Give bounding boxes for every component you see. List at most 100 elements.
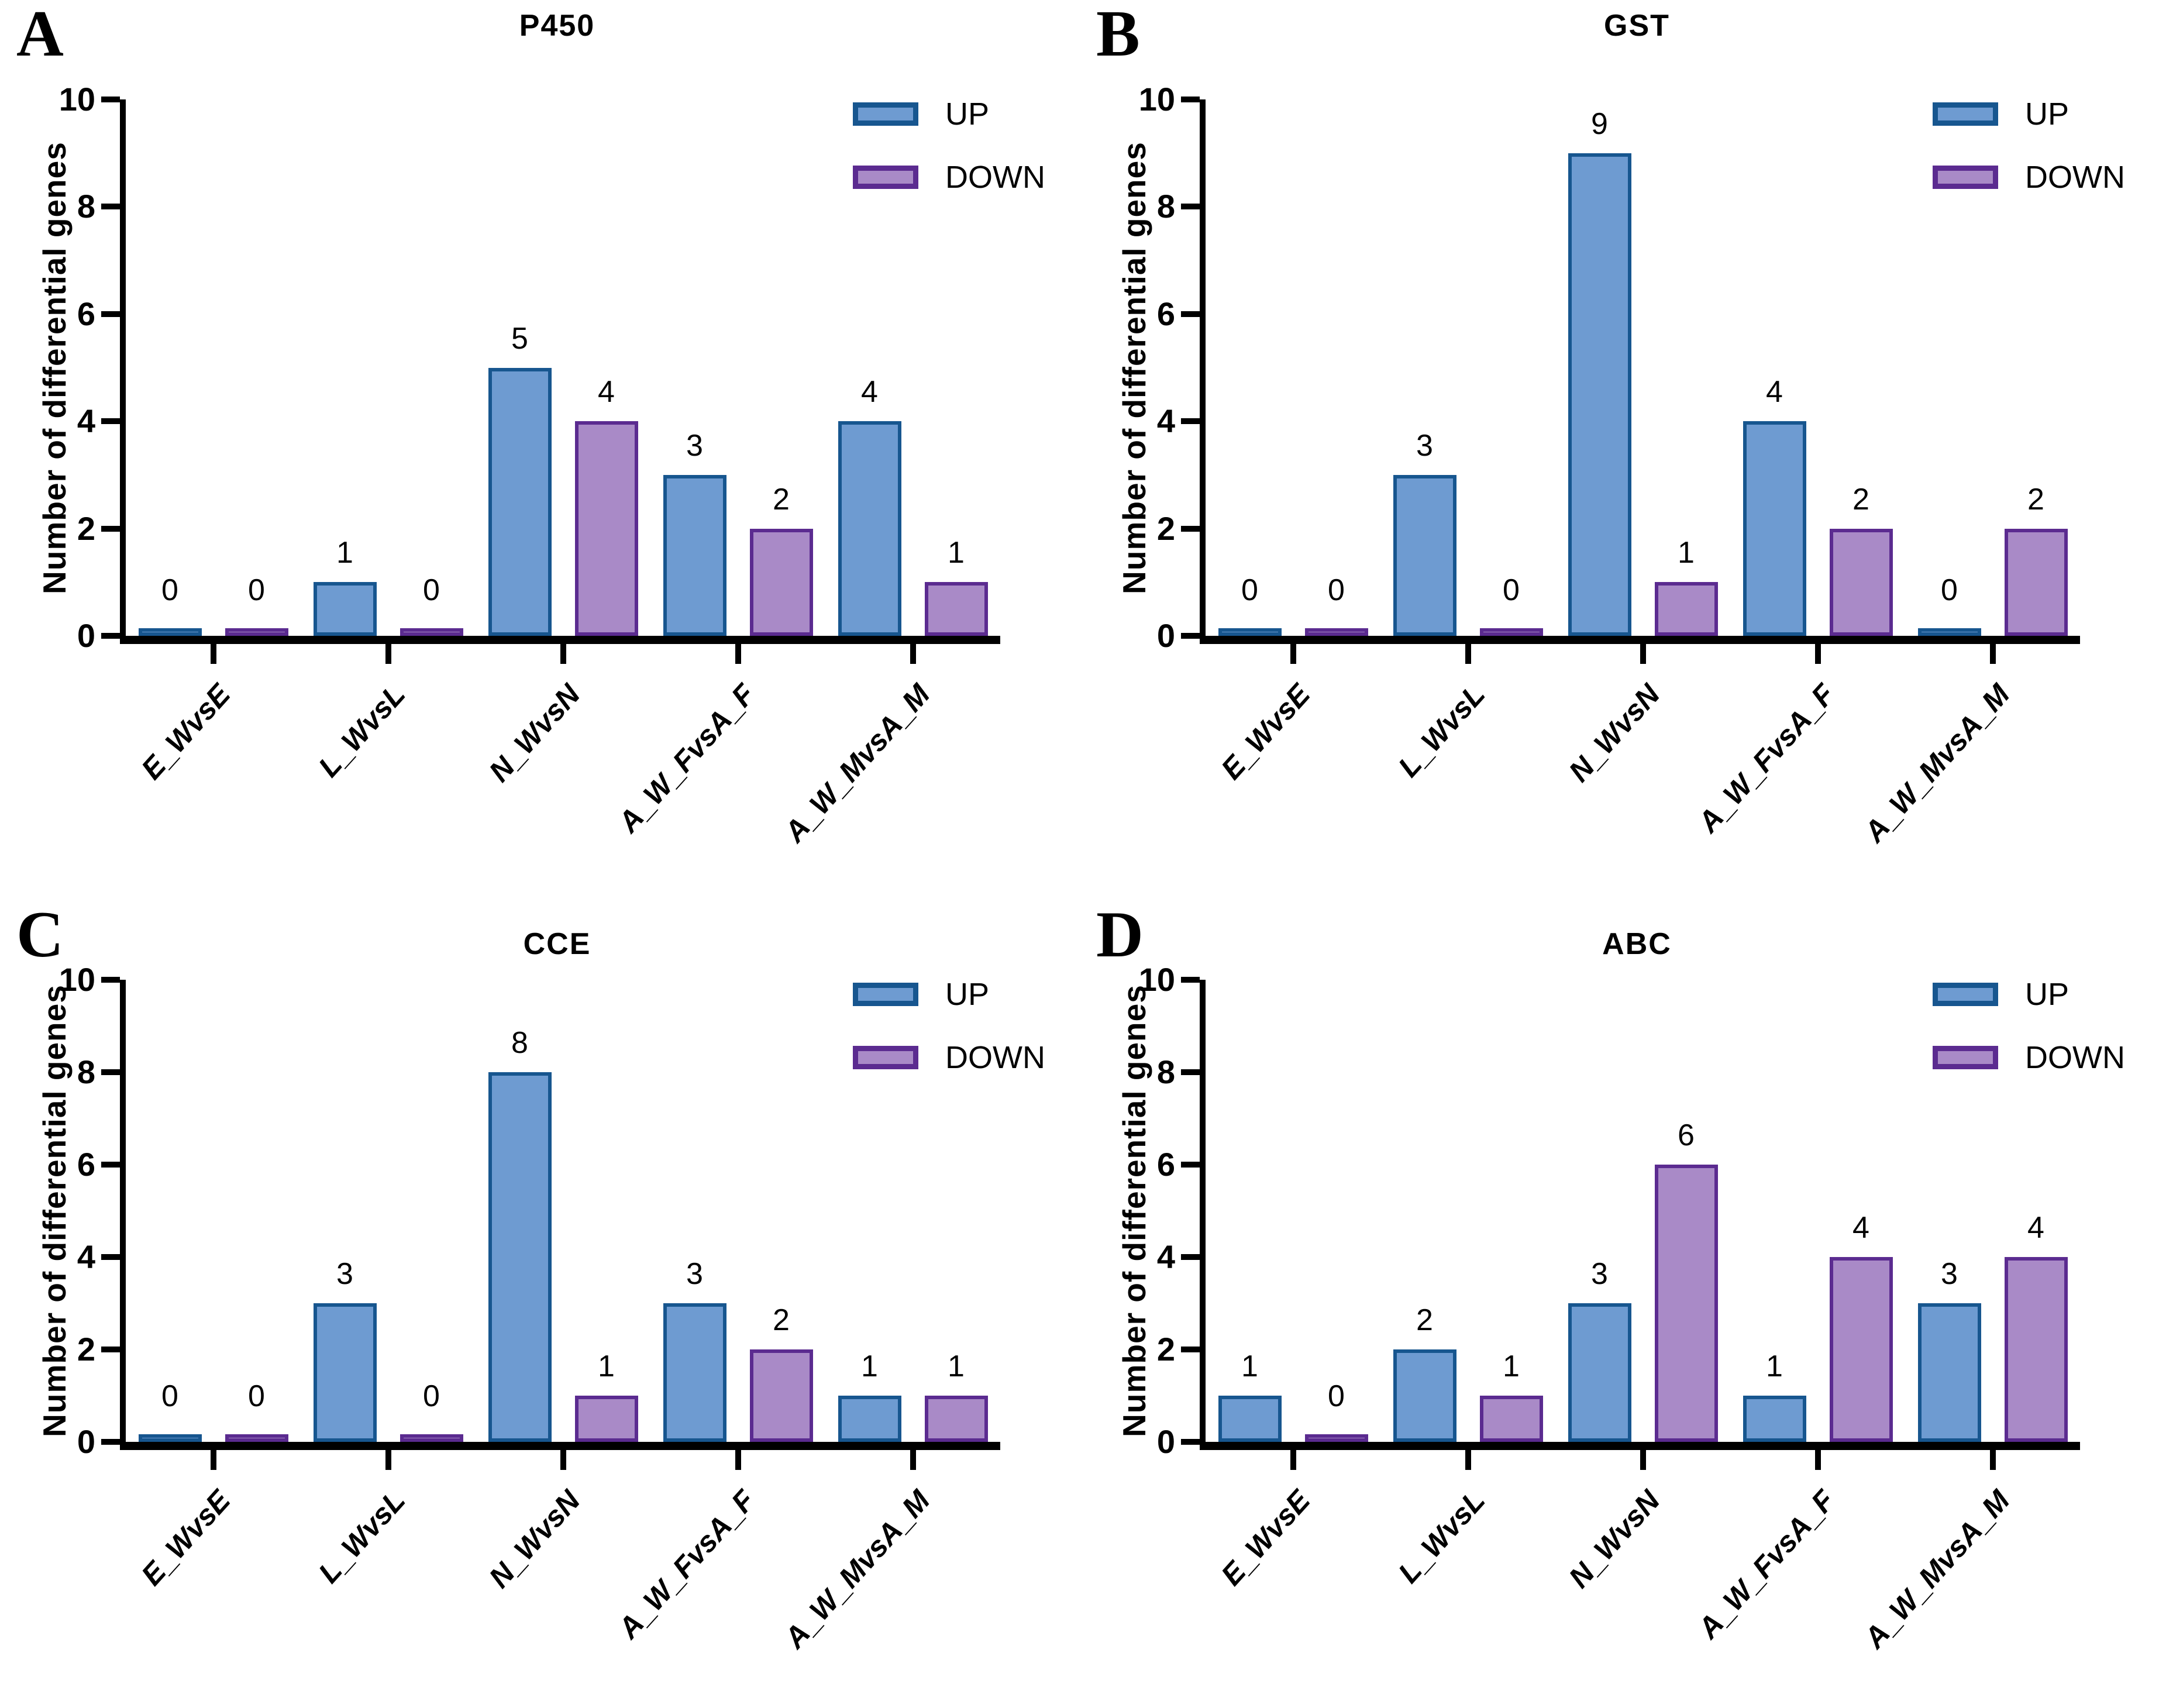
y-axis-tick — [1181, 204, 1200, 210]
bar-value-label: 1 — [336, 536, 353, 570]
bar-value-label: 6 — [1678, 1118, 1695, 1152]
up-legend-swatch-icon — [1933, 983, 1998, 1006]
x-axis-tick — [735, 1450, 741, 1470]
legend-item-up: UP — [1933, 98, 2125, 130]
up-bar — [313, 582, 377, 636]
up-bar — [663, 474, 726, 636]
panel-letter: A — [16, 0, 64, 70]
panel-title: CCE — [523, 927, 591, 961]
y-axis-tick-label: 2 — [77, 509, 95, 547]
bar-value-label: 1 — [1241, 1349, 1258, 1383]
y-axis-tick-label: 0 — [77, 1423, 95, 1460]
y-axis-tick-label: 6 — [77, 295, 95, 332]
down-bar — [1304, 1434, 1368, 1442]
bar-value-label: 1 — [1503, 1349, 1520, 1383]
bar-value-label: 3 — [1591, 1257, 1608, 1291]
y-axis-tick — [101, 525, 120, 532]
down-bar — [924, 582, 988, 636]
y-axis-tick-label: 10 — [58, 81, 95, 118]
y-axis-tick-label: 10 — [1138, 961, 1175, 998]
y-axis-tick-label: 2 — [77, 1331, 95, 1368]
down-bar — [1829, 1257, 1893, 1442]
x-axis-tick — [1814, 644, 1821, 664]
x-axis-tick — [1290, 1450, 1296, 1470]
y-axis-tick-label: 2 — [1156, 1331, 1175, 1368]
up-bar — [1218, 1396, 1282, 1442]
down-bar — [225, 1434, 288, 1442]
bar-value-label: 1 — [948, 536, 965, 570]
x-axis-tick — [1465, 644, 1471, 664]
down-bar — [1479, 1396, 1543, 1442]
x-axis-category-label: A_W_FvsA_F — [1691, 1483, 1841, 1645]
bar-value-label: 2 — [1416, 1303, 1433, 1337]
panel-letter: C — [16, 898, 64, 971]
up-legend-swatch-icon — [853, 102, 918, 126]
x-axis-category-label: A_W_MvsA_M — [777, 1483, 936, 1655]
bar-value-label: 0 — [248, 573, 265, 607]
legend: UP DOWN — [1933, 979, 2125, 1073]
down-bar — [924, 1396, 988, 1442]
plot-area: Number of differential genes 0 2 4 6 8 10 E_Wv… — [36, 83, 1000, 848]
y-axis-tick — [101, 1347, 120, 1352]
bar-value-label: 3 — [336, 1257, 353, 1291]
plot-area: Number of differential genes 0 2 4 6 8 10 E_Wv… — [36, 963, 1000, 1654]
y-axis-tick — [1181, 311, 1200, 317]
up-bar — [1568, 1303, 1631, 1442]
down-legend-swatch-icon — [1933, 166, 1998, 189]
legend-label-down: DOWN — [945, 160, 1045, 195]
down-bar — [574, 421, 638, 636]
x-axis-tick — [1989, 1450, 1996, 1470]
y-axis-tick — [101, 1162, 120, 1168]
legend-item-down: DOWN — [1933, 1042, 2125, 1073]
y-axis-tick-label: 6 — [77, 1146, 95, 1183]
y-axis-tick — [1181, 525, 1200, 532]
x-axis-category-label: N_WvsN — [482, 1483, 586, 1595]
y-axis-tick-label: 6 — [1156, 295, 1175, 332]
y-axis-tick-label: 10 — [1138, 81, 1175, 118]
up-bar — [488, 1072, 552, 1442]
up-bar — [1218, 628, 1282, 636]
down-bar — [225, 628, 288, 636]
x-axis-tick — [560, 644, 566, 664]
x-axis-tick — [910, 1450, 916, 1470]
legend-item-up: UP — [1933, 979, 2125, 1010]
bar-value-label: 3 — [1416, 428, 1433, 463]
legend-label-down: DOWN — [2025, 160, 2125, 195]
up-bar — [138, 1434, 202, 1442]
x-axis-tick — [385, 644, 391, 664]
x-axis-tick — [1290, 644, 1296, 664]
legend: UP DOWN — [853, 979, 1045, 1073]
y-axis-tick — [101, 633, 120, 639]
down-bar — [1479, 628, 1543, 636]
x-axis-tick — [1465, 1450, 1471, 1470]
x-axis-category-label: L_WvsL — [312, 1483, 411, 1589]
legend-item-up: UP — [853, 979, 1045, 1010]
bar-value-label: 0 — [1328, 573, 1345, 607]
x-axis-tick — [385, 1450, 391, 1470]
bar-value-label: 1 — [948, 1349, 965, 1383]
x-axis-category-label: A_W_MvsA_M — [1857, 1483, 2016, 1655]
y-axis-tick-label: 4 — [77, 402, 95, 440]
bar-value-label: 0 — [161, 573, 178, 607]
x-axis-category-label: A_W_FvsA_F — [611, 1483, 761, 1645]
y-axis-tick — [101, 204, 120, 210]
y-axis-tick — [1181, 977, 1200, 983]
y-axis-tick — [1181, 1254, 1200, 1260]
up-bar — [1743, 1396, 1806, 1442]
x-axis-tick — [735, 644, 741, 664]
bar-value-label: 0 — [1328, 1379, 1345, 1413]
bar-value-label: 4 — [1766, 375, 1783, 409]
bar-value-label: 4 — [2027, 1211, 2044, 1245]
down-legend-swatch-icon — [853, 1046, 918, 1069]
legend-item-down: DOWN — [1933, 161, 2125, 193]
y-axis-label: Number of differential genes — [1116, 984, 1152, 1437]
y-axis-tick — [1181, 633, 1200, 639]
panel-title: GST — [1604, 9, 1670, 43]
bar-value-label: 8 — [511, 1026, 528, 1060]
bar-value-label: 3 — [686, 428, 703, 463]
up-bar — [838, 1396, 901, 1442]
x-axis-tick — [560, 1450, 566, 1470]
down-bar — [574, 1396, 638, 1442]
